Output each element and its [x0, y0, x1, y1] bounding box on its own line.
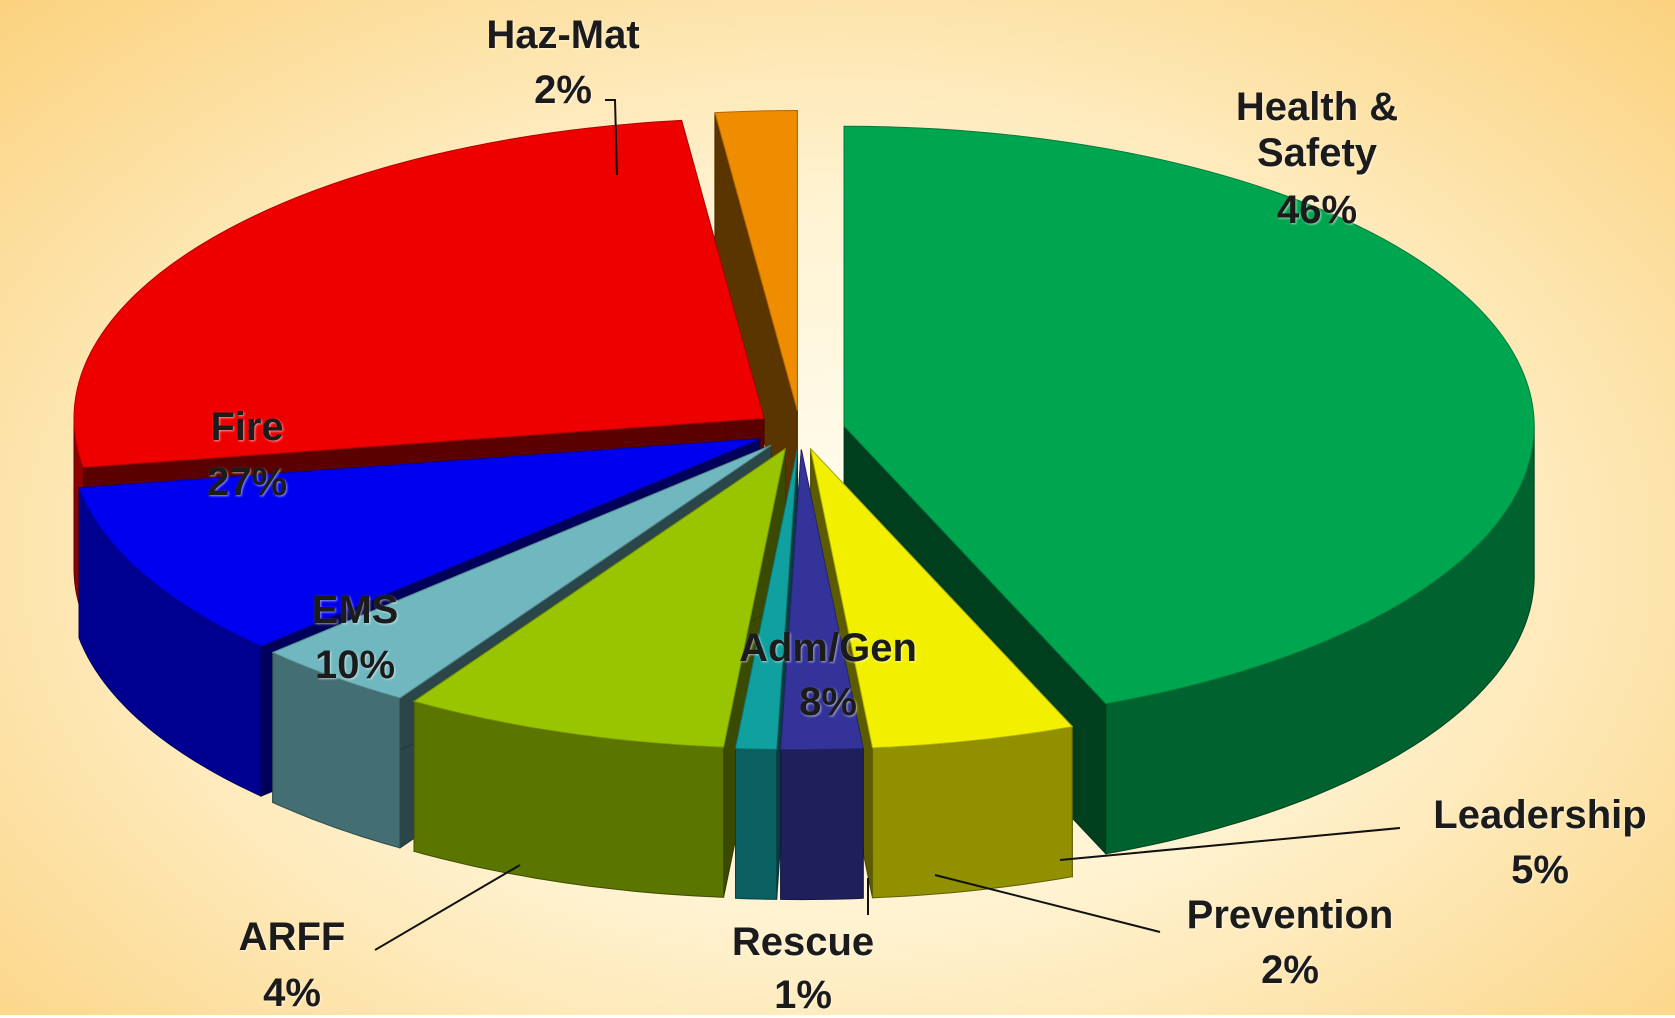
- leader-line: [934, 874, 1161, 933]
- slice-label: Leadership: [1433, 793, 1647, 837]
- pie-slice: [809, 447, 1074, 899]
- pie-slice: [734, 449, 798, 900]
- slice-top: [412, 447, 787, 748]
- slice-wall: [872, 726, 1073, 899]
- slice-label: Health & Safety: [1235, 85, 1399, 175]
- slice-top: [809, 447, 1074, 749]
- slice-top: [780, 449, 864, 751]
- value-label: 27%: [206, 460, 288, 504]
- leader-line: [1059, 827, 1401, 861]
- slice-top: [843, 125, 1535, 705]
- slice-label: ARFF: [238, 915, 346, 959]
- slice-top: [271, 444, 772, 699]
- pie-slice: [780, 449, 864, 901]
- slice-label: Fire: [210, 405, 284, 449]
- leader-line: [374, 864, 521, 951]
- value-label: 8%: [799, 680, 857, 724]
- slice-top: [734, 449, 798, 750]
- slice-top: [714, 109, 798, 411]
- slice-wall: [735, 747, 778, 900]
- slice-label: Prevention: [1186, 893, 1394, 937]
- slice-label: Haz-Mat: [486, 13, 640, 57]
- slice-label: Rescue: [731, 920, 875, 964]
- slice-wall: [780, 747, 864, 901]
- value-label: 4%: [263, 971, 321, 1015]
- value-label: 2%: [534, 68, 592, 112]
- value-label: 1%: [774, 973, 832, 1017]
- slice-label: Adm/Gen: [739, 626, 917, 670]
- slice-top: [73, 119, 765, 468]
- pie-slice: [714, 109, 798, 561]
- slice-top: [78, 438, 760, 647]
- value-label: 5%: [1511, 848, 1569, 892]
- value-label: 46%: [1276, 188, 1358, 232]
- value-label: 10%: [314, 643, 396, 687]
- leader-line: [605, 99, 618, 176]
- pie-slice: [412, 447, 787, 898]
- slice-label: EMS: [311, 588, 399, 632]
- value-label: 2%: [1261, 948, 1319, 992]
